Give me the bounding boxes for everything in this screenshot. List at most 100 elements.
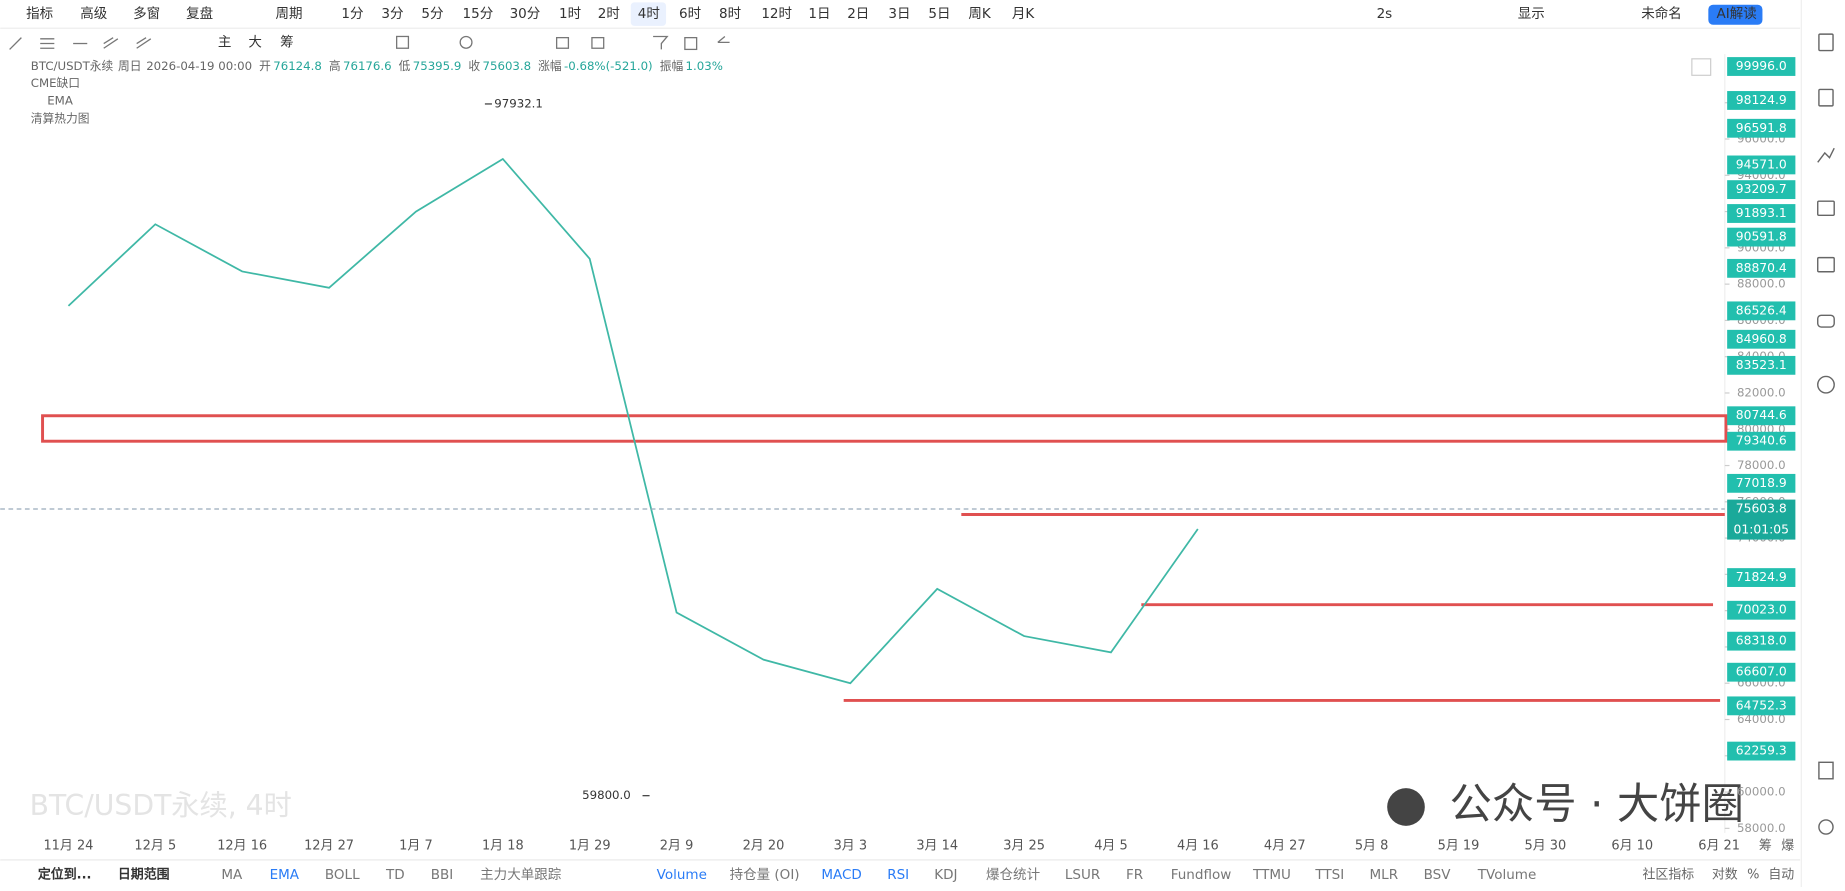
- corner-icon[interactable]: [1691, 58, 1712, 76]
- price-tag: [1727, 696, 1796, 716]
- period-button[interactable]: 12时: [761, 6, 792, 22]
- legend-item: 周日: [118, 58, 142, 72]
- price-tag-label: 62259.3: [1736, 744, 1787, 758]
- x-tick-label: 12月 16: [217, 838, 267, 853]
- axis-corner[interactable]: 筹: [1759, 837, 1772, 853]
- x-tick-label: 2月 20: [743, 838, 785, 853]
- main-indicator[interactable]: TD: [385, 867, 405, 883]
- toolbar-right-item[interactable]: 未命名: [1641, 5, 1682, 22]
- sub-indicator[interactable]: RSI: [887, 867, 909, 883]
- drawing-tool[interactable]: 大: [248, 34, 262, 50]
- overlay-label[interactable]: EMA: [47, 94, 73, 108]
- ai-button[interactable]: [1708, 4, 1763, 25]
- period-button[interactable]: 1分: [341, 6, 363, 22]
- x-tick-label: 4月 27: [1264, 838, 1306, 853]
- period-button[interactable]: 2时: [598, 6, 620, 22]
- bottom-right-button[interactable]: 对数: [1712, 868, 1738, 883]
- sub-indicator[interactable]: BSV: [1424, 867, 1452, 883]
- main-indicator[interactable]: 主力大单跟踪: [480, 867, 562, 883]
- overlay-label[interactable]: 清算热力图: [31, 111, 90, 125]
- legend-item: 75395.9: [413, 58, 462, 72]
- legend-item: 收: [468, 58, 480, 72]
- toolbar-right-item[interactable]: AI解读: [1717, 6, 1757, 22]
- toolbar-button[interactable]: 高级: [80, 5, 108, 22]
- annotation-label: 97932.1: [494, 96, 543, 110]
- period-button[interactable]: 1日: [808, 6, 830, 22]
- period-button[interactable]: 15分: [463, 6, 494, 22]
- period-button[interactable]: 周K: [968, 6, 992, 22]
- period-button[interactable]: 30分: [510, 6, 541, 22]
- period-button[interactable]: 5分: [421, 6, 443, 22]
- bottom-left-button[interactable]: 定位到...: [38, 867, 92, 883]
- sub-indicator[interactable]: MACD: [821, 867, 862, 883]
- period-menu[interactable]: 周期: [275, 6, 302, 22]
- legend-item: 低: [399, 58, 411, 72]
- price-tag-label: 80744.6: [1736, 408, 1787, 422]
- price-line: [67, 157, 1199, 685]
- drawing-tool[interactable]: 主: [218, 34, 232, 50]
- legend-item: 76176.6: [343, 58, 392, 72]
- price-tag: [1727, 301, 1796, 321]
- price-tag: [1727, 631, 1796, 651]
- legend-item: BTC/USDT永续: [31, 58, 114, 72]
- price-tag: [1727, 258, 1796, 278]
- y-tick-label: 64000.0: [1737, 712, 1786, 726]
- sub-indicator[interactable]: Fundflow: [1171, 867, 1232, 883]
- period-button[interactable]: 8时: [719, 6, 741, 22]
- sub-indicator[interactable]: 持仓量 (OI): [730, 867, 800, 883]
- brand-watermark: 公众号 · 大饼圈: [1450, 780, 1744, 829]
- sub-indicator[interactable]: FR: [1126, 867, 1143, 883]
- legend-item: 高: [329, 58, 341, 72]
- axis-corner[interactable]: 爆: [1781, 838, 1794, 853]
- period-button[interactable]: 6时: [679, 6, 701, 22]
- main-indicator[interactable]: BOLL: [325, 867, 360, 883]
- period-button[interactable]: 4时: [638, 6, 660, 22]
- y-tick-label: 82000.0: [1737, 385, 1786, 399]
- toolbar-button[interactable]: 指标: [26, 6, 53, 22]
- y-tick-label: 78000.0: [1737, 458, 1786, 472]
- main-indicator[interactable]: BBI: [431, 867, 454, 883]
- sub-indicator[interactable]: TTMU: [1252, 867, 1291, 883]
- main-indicator[interactable]: MA: [221, 867, 243, 883]
- brand-icon: [1387, 788, 1425, 826]
- sub-indicator[interactable]: TTSI: [1314, 867, 1344, 883]
- price-tag-label: 64752.3: [1736, 698, 1787, 712]
- bottom-left-button[interactable]: 日期范围: [118, 867, 170, 883]
- price-tag-label: 71824.9: [1736, 570, 1787, 584]
- period-button[interactable]: 月K: [1012, 6, 1036, 22]
- price-tag: [1727, 329, 1796, 349]
- price-tag: [1727, 155, 1796, 175]
- toolbar-right-item[interactable]: 显示: [1518, 6, 1545, 22]
- sub-indicator[interactable]: Volume: [657, 867, 707, 883]
- bottom-right-button[interactable]: 自动: [1768, 868, 1794, 883]
- bottom-right-button[interactable]: %: [1747, 868, 1759, 883]
- overlay-label[interactable]: CME缺口: [31, 76, 80, 90]
- price-tag: [1727, 431, 1796, 451]
- legend-item: 开: [259, 58, 271, 72]
- sub-indicator[interactable]: KDJ: [934, 867, 957, 883]
- price-tag-label: 68318.0: [1736, 634, 1787, 648]
- sub-indicator[interactable]: 爆仓统计: [986, 867, 1040, 883]
- price-tag-label: 83523.1: [1736, 358, 1787, 372]
- period-button[interactable]: 2日: [847, 6, 869, 22]
- toolbar-right-item[interactable]: 2s: [1377, 6, 1393, 22]
- sidebar-icons[interactable]: [1817, 33, 1835, 835]
- toolbar-button[interactable]: 多窗: [133, 5, 160, 22]
- bottom-right-button[interactable]: 社区指标: [1642, 867, 1694, 883]
- period-button[interactable]: 3分: [381, 6, 403, 22]
- sub-indicator[interactable]: LSUR: [1065, 867, 1100, 883]
- drawing-tool[interactable]: 筹: [280, 33, 294, 50]
- period-button[interactable]: 5日: [928, 6, 950, 22]
- price-tag-label: 70023.0: [1736, 603, 1787, 617]
- zone-box: [41, 414, 1728, 443]
- main-indicator[interactable]: EMA: [270, 867, 300, 883]
- sub-indicator[interactable]: TVolume: [1477, 867, 1537, 883]
- period-button[interactable]: 3日: [888, 6, 910, 22]
- sub-indicator[interactable]: MLR: [1370, 867, 1399, 883]
- x-tick-label: 3月 25: [1003, 838, 1045, 853]
- period-button[interactable]: 1时: [559, 6, 581, 22]
- toolbar-button[interactable]: 复盘: [186, 5, 213, 22]
- drawing-tool-icons[interactable]: [9, 35, 730, 51]
- price-tag: [1727, 406, 1796, 426]
